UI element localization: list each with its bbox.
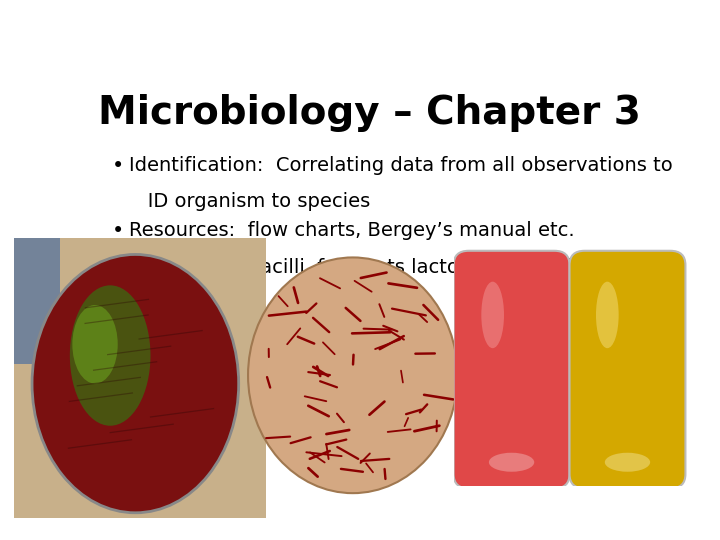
Ellipse shape [70, 285, 150, 426]
Ellipse shape [489, 453, 534, 472]
Text: •: • [112, 221, 125, 241]
Text: •: • [112, 258, 125, 278]
Text: ID organism to species: ID organism to species [129, 192, 370, 211]
Ellipse shape [482, 282, 504, 348]
Ellipse shape [248, 258, 458, 493]
Text: Resources:  flow charts, Bergey’s manual etc.: Resources: flow charts, Bergey’s manual … [129, 221, 575, 240]
Text: EMB:: EMB: [129, 294, 210, 313]
Text: •: • [112, 156, 125, 176]
FancyBboxPatch shape [454, 251, 570, 488]
Ellipse shape [596, 282, 618, 348]
Text: Ex.  Gram – bacilli, ferments lactose, green sheen on: Ex. Gram – bacilli, ferments lactose, gr… [129, 258, 645, 277]
Ellipse shape [72, 305, 117, 383]
Bar [14, 238, 60, 364]
Text: E.coli: E.coli [210, 294, 261, 313]
Text: Identification:  Correlating data from all observations to: Identification: Correlating data from al… [129, 156, 672, 176]
Text: Microbiology – Chapter 3: Microbiology – Chapter 3 [98, 94, 640, 132]
Ellipse shape [605, 453, 650, 472]
FancyBboxPatch shape [570, 251, 685, 488]
Ellipse shape [32, 254, 238, 513]
